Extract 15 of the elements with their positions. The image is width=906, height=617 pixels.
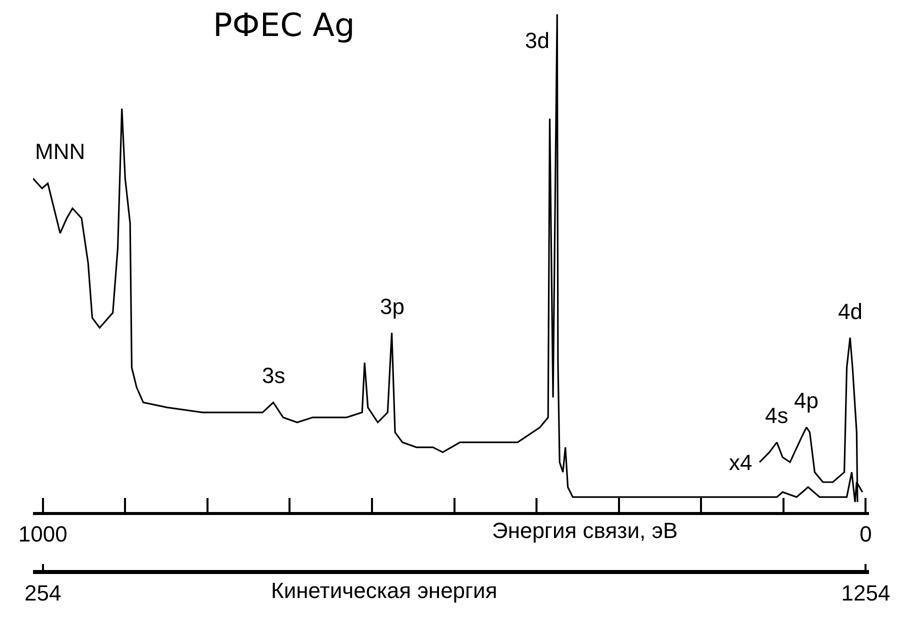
x2-tick-label: 254: [24, 580, 62, 606]
annotation: 3p: [380, 294, 404, 319]
x-tick-label: 0: [860, 521, 872, 546]
annotation: x4: [729, 450, 752, 475]
x-axis-title: Энергия связи, эВ: [492, 518, 678, 543]
annotation: 3d: [525, 28, 550, 53]
annotation: 4p: [794, 388, 818, 413]
chart-title: РФЕС Ag: [213, 6, 355, 44]
annotation: 4d: [838, 299, 862, 324]
x2-axis-title: Кинетическая энергия: [271, 578, 498, 603]
x2-tick-label: 1254: [841, 580, 890, 606]
annotation: MNN: [35, 139, 86, 164]
annotation: 3s: [262, 363, 286, 388]
x-tick-label: 1000: [18, 521, 68, 546]
annotation: 4s: [765, 403, 788, 428]
